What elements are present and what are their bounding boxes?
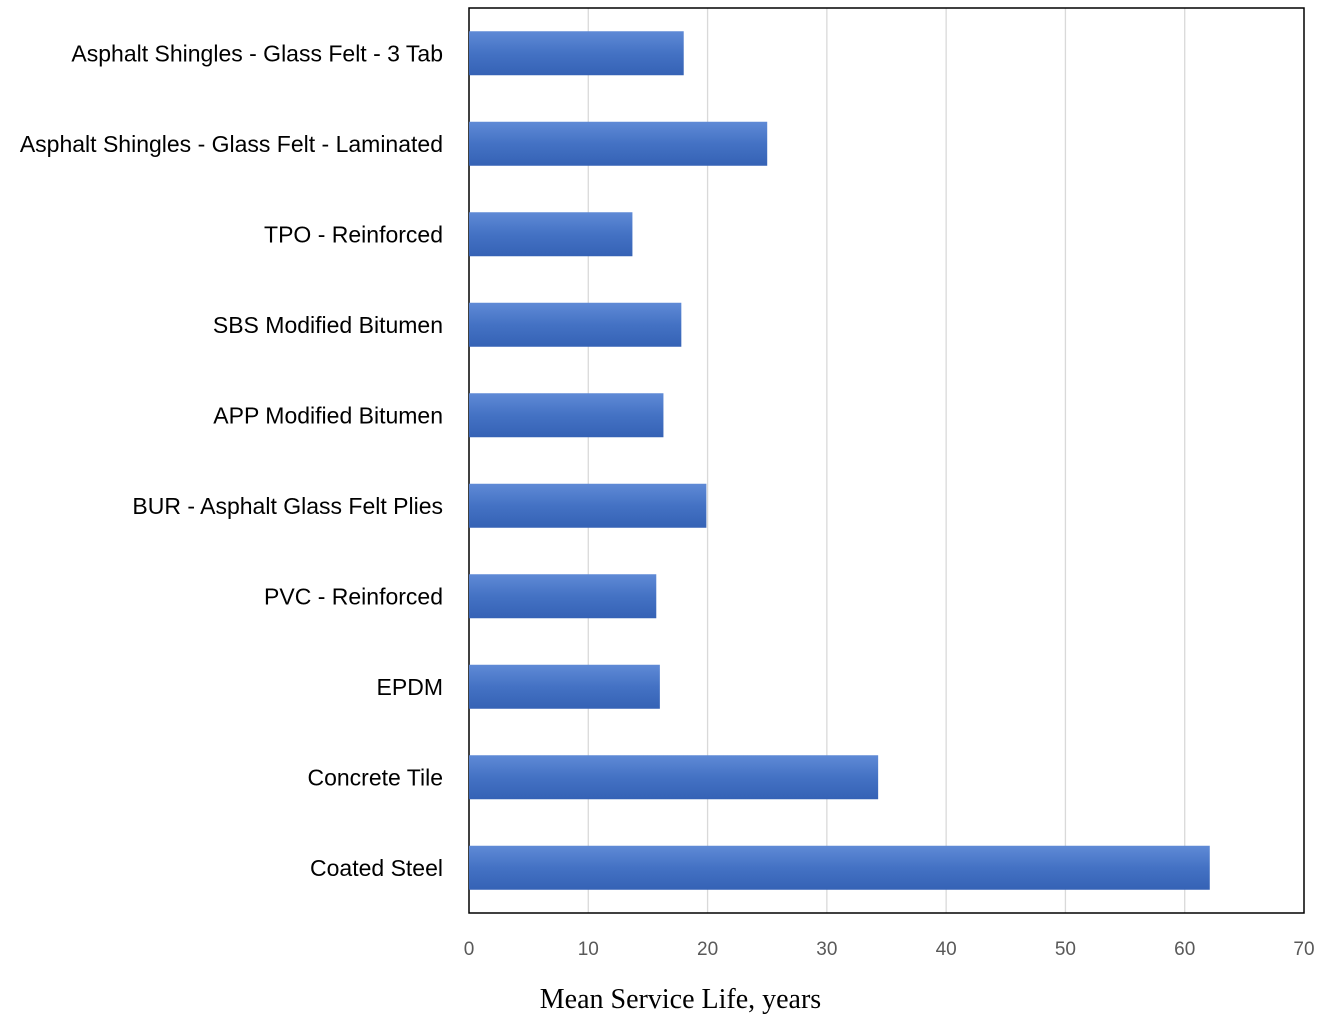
bars — [469, 31, 1210, 890]
bar — [469, 31, 684, 76]
category-label: PVC - Reinforced — [264, 583, 443, 609]
bar — [469, 664, 660, 709]
category-label: Asphalt Shingles - Glass Felt - 3 Tab — [71, 40, 443, 66]
bar — [469, 212, 633, 257]
x-tick-label: 0 — [464, 939, 475, 960]
bar — [469, 121, 768, 166]
x-tick-label: 60 — [1174, 939, 1195, 960]
bar — [469, 302, 682, 347]
bar — [469, 483, 707, 528]
x-axis-ticks: 0 10 20 30 40 50 60 70 — [464, 939, 1315, 960]
x-tick-label: 30 — [816, 939, 837, 960]
category-label: BUR - Asphalt Glass Felt Plies — [132, 493, 443, 519]
category-label: TPO - Reinforced — [264, 221, 443, 247]
x-tick-label: 50 — [1055, 939, 1076, 960]
category-label: Coated Steel — [310, 855, 443, 881]
category-labels: Asphalt Shingles - Glass Felt - 3 Tab Asp… — [20, 40, 443, 881]
bar — [469, 755, 879, 800]
category-label: EPDM — [377, 674, 443, 700]
category-label: Asphalt Shingles - Glass Felt - Laminate… — [20, 131, 443, 157]
bar — [469, 393, 664, 438]
x-tick-label: 10 — [578, 939, 599, 960]
x-tick-label: 70 — [1293, 939, 1314, 960]
x-tick-label: 20 — [697, 939, 718, 960]
category-label: Concrete Tile — [307, 764, 443, 790]
bar — [469, 574, 657, 619]
x-tick-label: 40 — [936, 939, 957, 960]
x-axis-title: Mean Service Life, years — [540, 984, 821, 1015]
category-label: SBS Modified Bitumen — [213, 312, 443, 338]
plot-area-border — [468, 7, 1305, 914]
category-label: APP Modified Bitumen — [213, 402, 443, 428]
bar — [469, 845, 1210, 890]
